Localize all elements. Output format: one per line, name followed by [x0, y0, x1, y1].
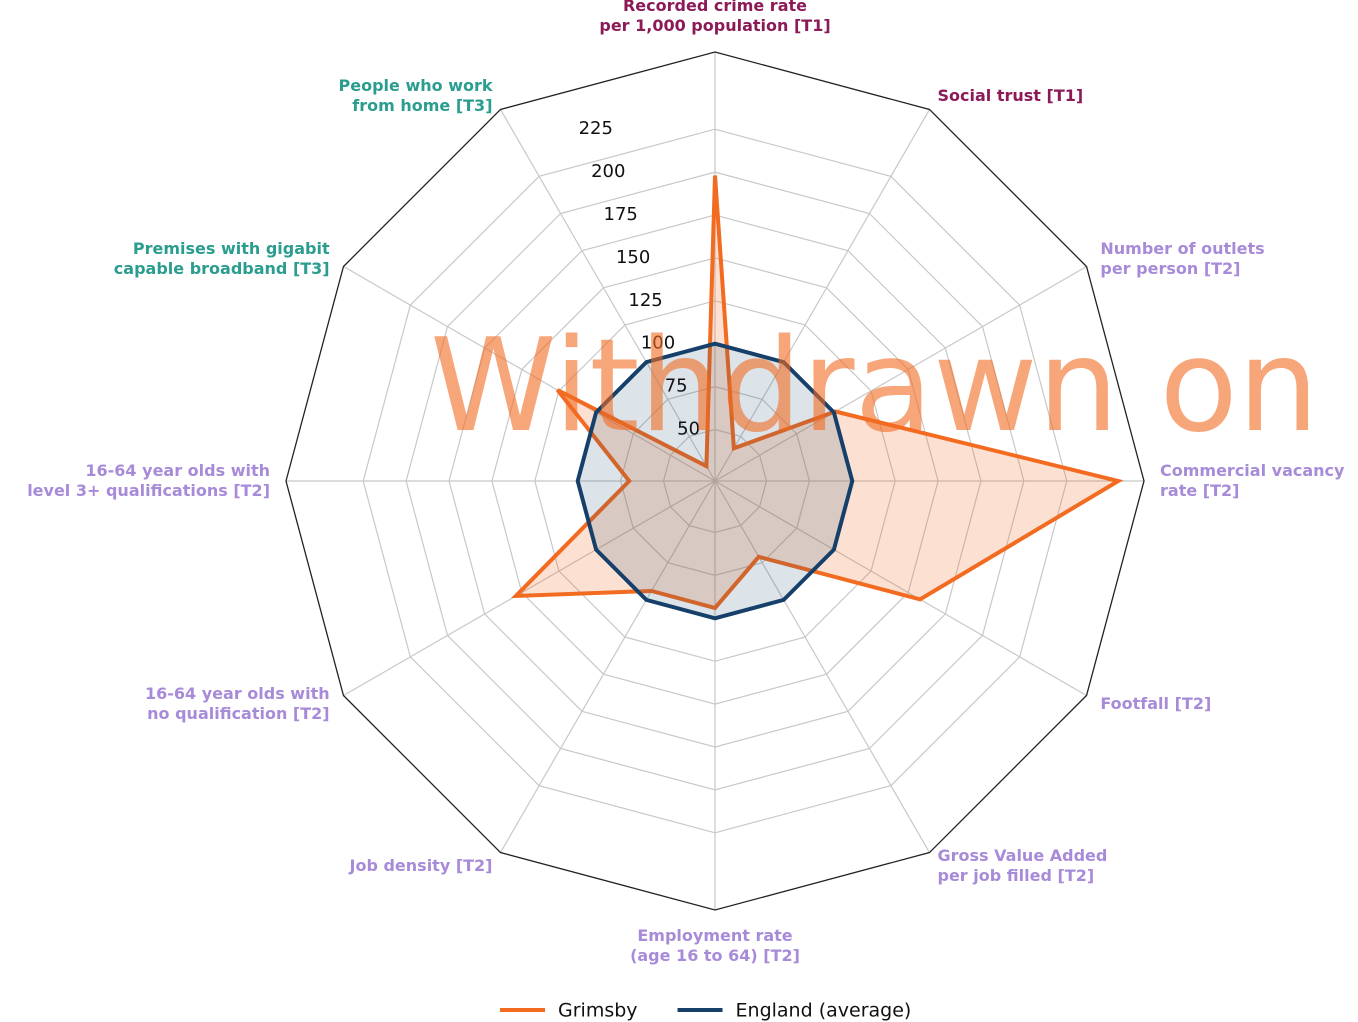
- tick-label: 125: [628, 290, 662, 311]
- legend-label: Grimsby: [558, 1000, 638, 1022]
- category-label: Job density [T2]: [349, 856, 493, 876]
- category-label: Employment rate (age 16 to 64) [T2]: [630, 926, 800, 965]
- tick-label: 75: [665, 376, 688, 397]
- series-area: [577, 343, 853, 619]
- category-label: Recorded crime rate per 1,000 population…: [599, 0, 831, 35]
- spoke: [714, 480, 931, 853]
- spoke: [499, 109, 716, 482]
- tick-label: 175: [604, 204, 638, 225]
- watermark: Withdrawn on 7: [430, 312, 1358, 461]
- category-label: People who work from home [T3]: [338, 75, 493, 115]
- category-label: Number of outlets per person [T2]: [1100, 238, 1265, 278]
- spoke: [343, 480, 716, 697]
- category-label: Footfall [T2]: [1100, 693, 1212, 713]
- spoke: [499, 480, 716, 853]
- category-label: Gross Value Added per job filled [T2]: [937, 846, 1108, 886]
- category-label: Premises with gigabit capable broadband …: [113, 238, 330, 278]
- spoke: [714, 109, 931, 482]
- spoke: [343, 265, 716, 482]
- category-label: 16-64 year olds with no qualification [T…: [145, 683, 330, 723]
- series-area: [515, 175, 1119, 608]
- series-line: [575, 341, 855, 621]
- category-label: Social trust [T1]: [937, 85, 1084, 105]
- tick-label: 150: [616, 247, 650, 268]
- spoke: [714, 265, 1087, 482]
- category-label: 16-64 year olds with level 3+ qualificat…: [27, 461, 270, 500]
- tick-label: 225: [579, 118, 613, 139]
- spoke: [714, 480, 1087, 697]
- tick-label: 50: [677, 419, 700, 440]
- tick-label: 100: [641, 333, 675, 354]
- legend-label: England (average): [736, 1000, 912, 1022]
- category-label: Commercial vacancy rate [T2]: [1160, 461, 1345, 500]
- tick-label: 200: [591, 161, 625, 182]
- outer-frame: [285, 51, 1145, 911]
